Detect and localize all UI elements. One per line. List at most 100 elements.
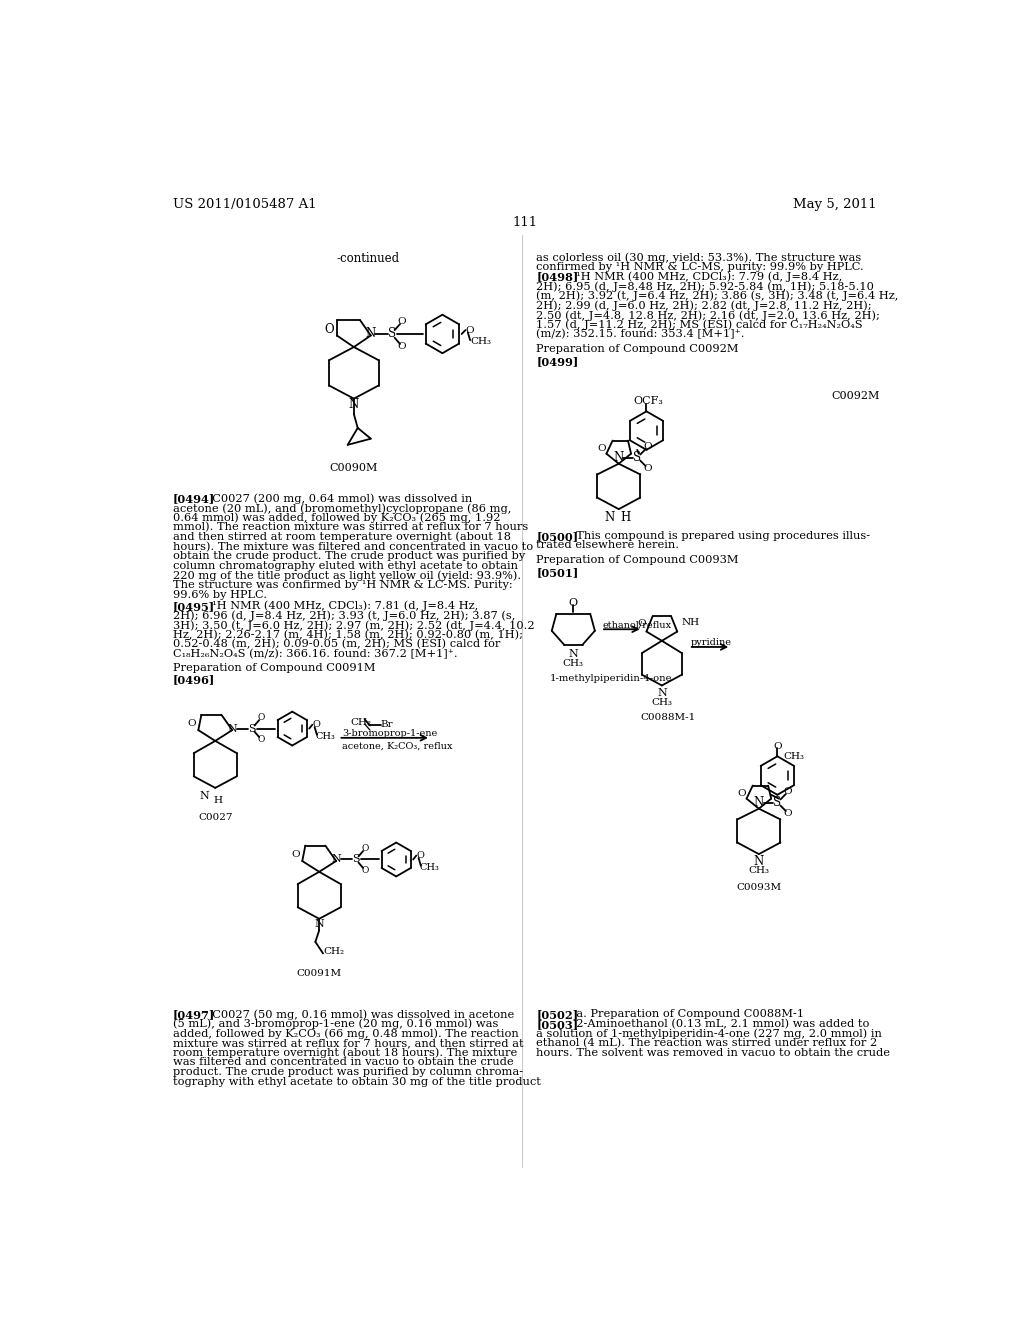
Text: added, followed by K₂CO₃ (66 mg, 0.48 mmol). The reaction: added, followed by K₂CO₃ (66 mg, 0.48 mm… — [173, 1028, 519, 1039]
Text: a solution of 1-methylpiperidin-4-one (227 mg, 2.0 mmol) in: a solution of 1-methylpiperidin-4-one (2… — [537, 1028, 883, 1039]
Text: C0027 (200 mg, 0.64 mmol) was dissolved in: C0027 (200 mg, 0.64 mmol) was dissolved … — [205, 494, 472, 504]
Text: acetone (20 mL), and (bromomethyl)cyclopropane (86 mg,: acetone (20 mL), and (bromomethyl)cyclop… — [173, 503, 511, 513]
Text: tography with ethyl acetate to obtain 30 mg of the title product: tography with ethyl acetate to obtain 30… — [173, 1077, 541, 1086]
Text: 1-methylpiperidin-4-one: 1-methylpiperidin-4-one — [550, 675, 673, 682]
Text: N: N — [349, 399, 359, 412]
Text: O: O — [397, 342, 406, 351]
Text: O: O — [568, 598, 578, 609]
Text: Hz, 2H); 2.26-2.17 (m, 4H); 1.58 (m, 2H); 0.92-0.80 (m, 1H);: Hz, 2H); 2.26-2.17 (m, 4H); 1.58 (m, 2H)… — [173, 630, 523, 640]
Text: N: N — [227, 723, 238, 734]
Text: C0027: C0027 — [198, 813, 232, 822]
Text: O: O — [416, 851, 424, 861]
Text: S: S — [249, 723, 256, 734]
Text: [0499]: [0499] — [537, 356, 579, 367]
Text: CH₃: CH₃ — [419, 863, 439, 871]
Text: mixture was stirred at reflux for 7 hours, and then stirred at: mixture was stirred at reflux for 7 hour… — [173, 1038, 523, 1048]
Text: (5 mL), and 3-bromoprop-1-ene (20 mg, 0.16 mmol) was: (5 mL), and 3-bromoprop-1-ene (20 mg, 0.… — [173, 1019, 499, 1030]
Text: 2H); 6.96 (d, J=8.4 Hz, 2H); 3.93 (t, J=6.0 Hz, 2H); 3.87 (s,: 2H); 6.96 (d, J=8.4 Hz, 2H); 3.93 (t, J=… — [173, 610, 515, 620]
Text: product. The crude product was purified by column chroma-: product. The crude product was purified … — [173, 1067, 523, 1077]
Text: CH₃: CH₃ — [470, 337, 492, 346]
Text: S: S — [388, 327, 396, 341]
Text: N: N — [314, 919, 324, 929]
Text: H: H — [214, 796, 223, 805]
Text: C0091M: C0091M — [297, 969, 342, 978]
Text: O: O — [773, 742, 781, 751]
Text: CH₂: CH₂ — [350, 718, 371, 727]
Text: CH₃: CH₃ — [651, 698, 673, 708]
Text: N: N — [568, 649, 579, 659]
Text: column chromatography eluted with ethyl acetate to obtain: column chromatography eluted with ethyl … — [173, 561, 518, 570]
Text: [0496]: [0496] — [173, 675, 215, 685]
Text: O: O — [644, 442, 652, 451]
Text: N: N — [366, 327, 376, 341]
Text: O: O — [325, 323, 334, 335]
Text: [0501]: [0501] — [537, 568, 579, 578]
Text: N: N — [332, 854, 341, 865]
Text: May 5, 2011: May 5, 2011 — [793, 198, 877, 211]
Text: O: O — [187, 719, 197, 729]
Text: 1.57 (d, J=11.2 Hz, 2H); MS (ESI) calcd for C₁₇H₂₄N₂O₄S: 1.57 (d, J=11.2 Hz, 2H); MS (ESI) calcd … — [537, 319, 863, 330]
Text: O: O — [737, 789, 746, 797]
Text: hours). The mixture was filtered and concentrated in vacuo to: hours). The mixture was filtered and con… — [173, 541, 534, 552]
Text: 2H); 6.95 (d, J=8.48 Hz, 2H); 5.92-5.84 (m, 1H); 5.18-5.10: 2H); 6.95 (d, J=8.48 Hz, 2H); 5.92-5.84 … — [537, 281, 874, 292]
Text: [0494]: [0494] — [173, 494, 215, 504]
Text: O: O — [638, 619, 646, 628]
Text: O: O — [597, 444, 606, 453]
Text: 0.52-0.48 (m, 2H); 0.09-0.05 (m, 2H); MS (ESI) calcd for: 0.52-0.48 (m, 2H); 0.09-0.05 (m, 2H); MS… — [173, 639, 501, 649]
Text: H: H — [621, 511, 631, 524]
Text: S: S — [352, 854, 360, 865]
Text: OCF₃: OCF₃ — [633, 396, 663, 407]
Text: Preparation of Compound C0092M: Preparation of Compound C0092M — [537, 343, 739, 354]
Text: O: O — [292, 850, 300, 859]
Text: (m/z): 352.15. found: 353.4 [M+1]⁺.: (m/z): 352.15. found: 353.4 [M+1]⁺. — [537, 330, 744, 339]
Text: room temperature overnight (about 18 hours). The mixture: room temperature overnight (about 18 hou… — [173, 1048, 517, 1059]
Text: Preparation of Compound C0091M: Preparation of Compound C0091M — [173, 663, 376, 673]
Text: N: N — [200, 792, 209, 801]
Text: The structure was confirmed by ¹H NMR & LC-MS. Purity:: The structure was confirmed by ¹H NMR & … — [173, 579, 513, 590]
Text: O: O — [258, 713, 265, 722]
Text: 3H); 3.50 (t, J=6.0 Hz, 2H); 2.97 (m, 2H); 2.52 (dt, J=4.4, 10.2: 3H); 3.50 (t, J=6.0 Hz, 2H); 2.97 (m, 2H… — [173, 620, 535, 631]
Text: [0495]: [0495] — [173, 601, 215, 611]
Text: O: O — [783, 787, 793, 796]
Text: C0092M: C0092M — [831, 391, 880, 400]
Text: ethanol/reflux: ethanol/reflux — [602, 620, 672, 630]
Text: acetone, K₂CO₃, reflux: acetone, K₂CO₃, reflux — [342, 742, 453, 751]
Text: [0497]: [0497] — [173, 1010, 215, 1020]
Text: 0.64 mmol) was added, followed by K₂CO₃ (265 mg, 1.92: 0.64 mmol) was added, followed by K₂CO₃ … — [173, 512, 501, 523]
Text: confirmed by ¹H NMR & LC-MS, purity: 99.9% by HPLC.: confirmed by ¹H NMR & LC-MS, purity: 99.… — [537, 261, 864, 272]
Text: C0088M-1: C0088M-1 — [640, 713, 695, 722]
Text: 2-Aminoethanol (0.13 mL, 2.1 mmol) was added to: 2-Aminoethanol (0.13 mL, 2.1 mmol) was a… — [568, 1019, 869, 1030]
Text: Br: Br — [381, 721, 393, 729]
Text: US 2011/0105487 A1: US 2011/0105487 A1 — [173, 198, 316, 211]
Text: obtain the crude product. The crude product was purified by: obtain the crude product. The crude prod… — [173, 552, 525, 561]
Text: CH₃: CH₃ — [783, 752, 805, 760]
Text: was filtered and concentrated in vacuo to obtain the crude: was filtered and concentrated in vacuo t… — [173, 1057, 513, 1068]
Text: [0498]: [0498] — [537, 272, 579, 282]
Text: O: O — [361, 845, 369, 853]
Text: S: S — [633, 451, 641, 465]
Text: N: N — [657, 688, 667, 698]
Text: -continued: -continued — [337, 252, 400, 265]
Text: NH: NH — [682, 618, 700, 627]
Text: S: S — [773, 796, 781, 809]
Text: O: O — [783, 809, 793, 818]
Text: hours. The solvent was removed in vacuo to obtain the crude: hours. The solvent was removed in vacuo … — [537, 1048, 890, 1057]
Text: This compound is prepared using procedures illus-: This compound is prepared using procedur… — [568, 531, 869, 541]
Text: CH₃: CH₃ — [315, 731, 335, 741]
Text: CH₂: CH₂ — [324, 948, 345, 957]
Text: pyridine: pyridine — [690, 638, 731, 647]
Text: [0502]: [0502] — [537, 1010, 579, 1020]
Text: as colorless oil (30 mg, yield: 53.3%). The structure was: as colorless oil (30 mg, yield: 53.3%). … — [537, 252, 861, 263]
Text: Preparation of Compound C0093M: Preparation of Compound C0093M — [537, 554, 739, 565]
Text: O: O — [258, 735, 265, 744]
Text: CH₃: CH₃ — [749, 866, 769, 875]
Text: ¹H NMR (400 MHz, CDCl₃): 7.79 (d, J=8.4 Hz,: ¹H NMR (400 MHz, CDCl₃): 7.79 (d, J=8.4 … — [568, 272, 842, 282]
Text: CH₃: CH₃ — [563, 659, 584, 668]
Text: O: O — [361, 866, 369, 875]
Text: (m, 2H); 3.92 (t, J=6.4 Hz, 2H); 3.86 (s, 3H); 3.48 (t, J=6.4 Hz,: (m, 2H); 3.92 (t, J=6.4 Hz, 2H); 3.86 (s… — [537, 290, 899, 301]
Text: N: N — [754, 796, 764, 809]
Text: O: O — [397, 317, 406, 326]
Text: a. Preparation of Compound C0088M-1: a. Preparation of Compound C0088M-1 — [568, 1010, 804, 1019]
Text: C0093M: C0093M — [736, 883, 781, 892]
Text: [0503]: [0503] — [537, 1019, 579, 1030]
